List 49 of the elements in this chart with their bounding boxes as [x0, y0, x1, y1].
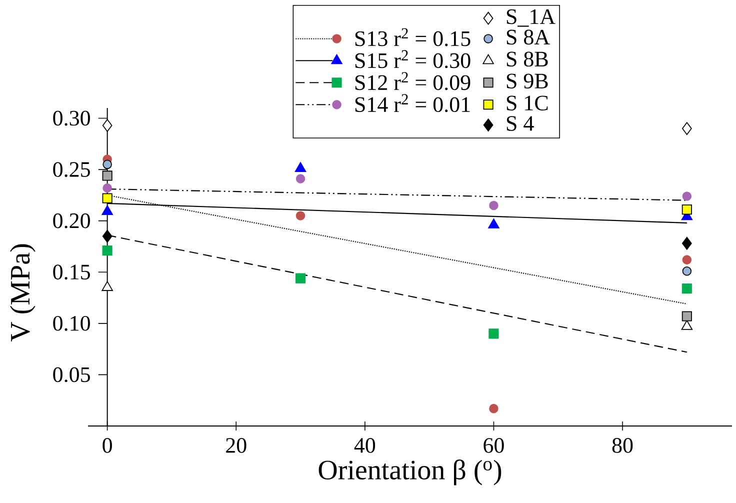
- point: [102, 281, 113, 291]
- y-tick-label: 0.10: [53, 316, 90, 331]
- point: [102, 160, 112, 170]
- point: [295, 273, 306, 284]
- point: [102, 246, 112, 256]
- point: [294, 162, 306, 172]
- point: [489, 200, 498, 210]
- legend-label: S 4: [506, 116, 534, 131]
- x-tick-label: 80: [612, 438, 633, 453]
- point: [682, 192, 692, 201]
- point: [102, 170, 112, 181]
- point: [296, 174, 306, 184]
- legend-label: S15 r$^{2}$ = 0.30: [355, 50, 470, 68]
- point: [681, 320, 693, 330]
- x-tick-label: 20: [226, 438, 246, 453]
- point: [682, 255, 692, 264]
- point: [102, 183, 112, 193]
- legend-label: S13 r$^{2}$ = 0.15: [355, 28, 470, 46]
- point: [682, 266, 692, 276]
- y-tick-label: 0.25: [53, 162, 90, 178]
- x-tick-label: 0: [102, 438, 112, 453]
- point: [488, 218, 500, 228]
- legend-label: S_1A: [506, 9, 556, 27]
- x-tick-label: 60: [484, 438, 504, 453]
- point: [682, 122, 692, 135]
- y-tick-label: 0.30: [53, 110, 90, 126]
- point: [488, 328, 499, 339]
- y-tick-label: 0.15: [53, 264, 90, 280]
- point: [489, 404, 498, 414]
- point: [682, 236, 692, 250]
- point: [682, 204, 692, 215]
- point: [682, 311, 692, 322]
- legend-label: S12 r$^{2}$ = 0.09: [355, 72, 470, 90]
- y-axis-title: V (MPa): [10, 244, 36, 342]
- point: [102, 205, 113, 216]
- point: [102, 193, 112, 204]
- x-tick-label: 40: [354, 438, 376, 453]
- legend-label: S 9B: [506, 74, 548, 89]
- point: [682, 284, 692, 294]
- legend-label: S14 r$^{2}$ = 0.01: [355, 94, 470, 112]
- y-tick-label: 0.20: [53, 213, 90, 228]
- point: [102, 119, 112, 132]
- legend-label: S 8B: [506, 52, 548, 67]
- point: [102, 230, 112, 243]
- legend-label: S 8A: [506, 30, 550, 45]
- point: [296, 211, 306, 220]
- x-axis-title: Orientation β ($^{o}$): [318, 460, 502, 486]
- legend-label: S 1C: [506, 96, 548, 110]
- y-tick-label: 0.05: [53, 367, 90, 382]
